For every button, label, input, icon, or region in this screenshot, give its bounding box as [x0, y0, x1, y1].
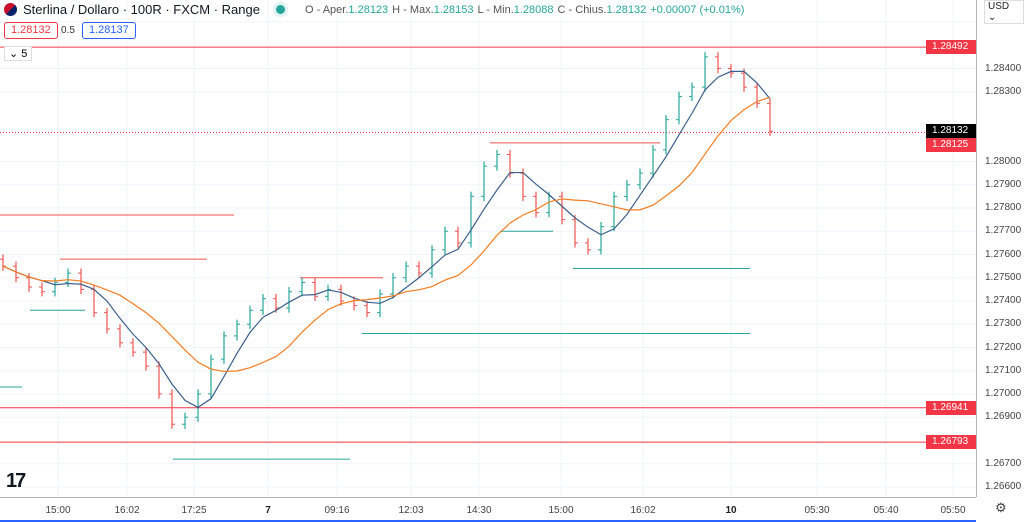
price-label: 1.26700 [985, 457, 1022, 469]
price-label: 1.27900 [985, 178, 1022, 190]
ohlc-value: +0.00007 (+0.01%) [650, 3, 745, 16]
time-label: 17:25 [181, 505, 207, 516]
ohlc-label: C - Chius. [557, 3, 607, 16]
price-label: 1.27400 [985, 295, 1022, 306]
time-axis[interactable]: 15:00 16:02 17:25 7 09:16 12:03 14:30 15:00 16:0… [0, 497, 976, 522]
price-label: 1.27200 [985, 341, 1022, 353]
price-label: 1.27800 [985, 202, 1022, 213]
time-label: 09:16 [324, 505, 350, 516]
price-tag: 1.28492 [926, 40, 976, 55]
time-label: 12:03 [398, 505, 424, 516]
chart-legend: Sterlina / Dollaro · 100R · FXCM · Range… [4, 2, 744, 17]
time-label: 05:40 [873, 505, 899, 516]
price-label: 1.27100 [985, 364, 1022, 376]
time-label: 15:00 [548, 505, 574, 516]
price-tag: 1.26941 [926, 400, 976, 415]
ohlc-item: C - Chius.1.28132 [558, 4, 647, 16]
price-label: 1.26600 [985, 481, 1022, 492]
settings-icon[interactable]: ⚙ [995, 500, 1007, 515]
ohlc-item: O - Aper.1.28123 [305, 4, 388, 16]
price-label: 1.27000 [985, 388, 1022, 399]
price-axis[interactable]: 1.286001.284001.283001.280001.279001.278… [976, 0, 1024, 497]
chevron-down-icon: ⌄ [9, 48, 22, 60]
price-tags: 1.28492 1.28132 1.28125 1.26941 1.26793 [926, 0, 976, 497]
price-label: 1.28400 [985, 62, 1022, 74]
price-tag: 1.26793 [926, 435, 976, 450]
spread-label: 0.5 [61, 25, 75, 36]
currency-select[interactable]: USD ⌄ [984, 0, 1024, 24]
price-label: 1.27500 [985, 271, 1022, 283]
ohlc-value: 1.28088 [513, 3, 554, 16]
ohlc-value: 1.28123 [348, 3, 389, 16]
ohlc-label: L - Min. [477, 3, 514, 16]
ohlc-value: 1.28153 [433, 3, 474, 16]
ask-price-button[interactable]: 1.28137 [82, 22, 136, 39]
price-label: 1.28000 [985, 155, 1022, 167]
bid-price-button[interactable]: 1.28132 [4, 22, 58, 39]
ohlc-label: O - Aper. [304, 3, 349, 16]
time-label: 05:50 [940, 505, 966, 516]
indicators-collapse-button[interactable]: ⌄ 5 [4, 46, 33, 61]
time-label: 05:30 [804, 505, 830, 516]
time-label: 14:30 [466, 505, 492, 516]
price-chart[interactable] [0, 0, 976, 497]
ohlc-values: O - Aper.1.28123 H - Max.1.28153 L - Min.1… [305, 4, 744, 16]
price-label: 1.27600 [985, 248, 1022, 260]
slow-moving-average [2, 96, 771, 373]
price-tag: 1.28132 [926, 123, 976, 138]
price-label: 1.28300 [985, 85, 1022, 97]
price-label: 1.26900 [985, 411, 1022, 423]
symbol-title[interactable]: Sterlina / Dollaro · 100R · FXCM · Range [23, 2, 260, 17]
price-label: 1.27700 [985, 225, 1022, 237]
time-label: 16:02 [114, 505, 140, 516]
price-tag: 1.28125 [926, 137, 976, 152]
gbp-usd-flag-icon [4, 3, 17, 16]
tradingview-logo[interactable]: 17 [6, 470, 26, 492]
price-label: 1.27300 [985, 318, 1022, 330]
ohlc-item: H - Max.1.28153 [392, 4, 473, 16]
fast-moving-average [2, 70, 771, 409]
ohlc-item: +0.00007 (+0.01%) [650, 4, 744, 16]
ohlc-value: 1.28132 [606, 3, 647, 16]
time-label: 7 [265, 505, 271, 516]
time-label: 10 [725, 505, 737, 516]
time-label: 16:02 [630, 505, 656, 516]
time-label: 15:00 [45, 505, 71, 516]
ohlc-label: H - Max. [392, 3, 434, 16]
ohlc-item: L - Min.1.28088 [478, 4, 554, 16]
market-status-icon [275, 5, 285, 14]
